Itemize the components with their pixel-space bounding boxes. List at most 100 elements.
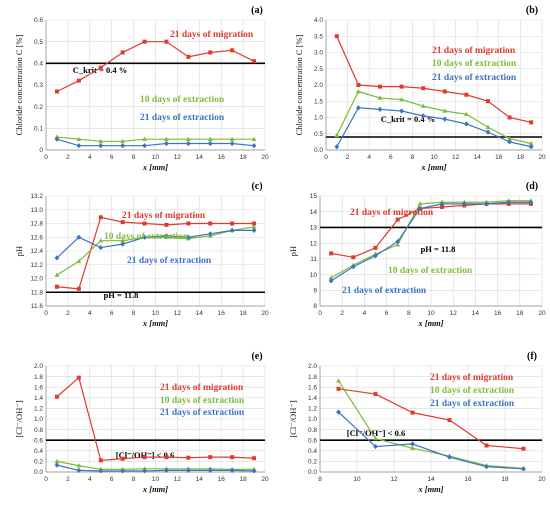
data-point xyxy=(486,99,490,104)
series-label: 21 days of extraction xyxy=(432,73,517,83)
y-tick-label: 0.4 xyxy=(34,448,43,455)
data-point xyxy=(336,386,341,391)
y-tick-label: 1.6 xyxy=(34,384,43,391)
y-tick-label: 3.0 xyxy=(314,50,323,57)
x-tick-label: 6 xyxy=(389,154,393,161)
y-tick-label: 0.6 xyxy=(308,437,317,444)
x-tick-label: 0 xyxy=(318,310,322,317)
data-point xyxy=(142,234,147,240)
data-point xyxy=(98,244,104,251)
data-point xyxy=(54,89,59,94)
series-label: 21 days of extraction xyxy=(140,113,225,123)
data-point xyxy=(120,50,125,55)
x-tick-label: 20 xyxy=(538,310,546,317)
data-point xyxy=(229,136,235,141)
x-tick-label: 14 xyxy=(472,310,480,317)
series-0 xyxy=(54,375,257,463)
x-tick-label: 18 xyxy=(239,476,247,483)
data-point xyxy=(76,136,82,141)
data-point xyxy=(507,139,512,145)
threshold-label: pH = 11.8 xyxy=(421,244,456,254)
x-tick-label: 12 xyxy=(452,154,460,161)
y-tick-label: 1.0 xyxy=(34,416,43,423)
data-point xyxy=(229,467,235,474)
series-line xyxy=(56,229,255,259)
data-point xyxy=(399,84,404,89)
data-point xyxy=(421,86,426,91)
data-point xyxy=(417,201,423,206)
x-tick-label: 0 xyxy=(324,154,328,161)
data-point xyxy=(356,88,361,94)
x-tick-label: 20 xyxy=(538,154,546,161)
x-tick-label: 14 xyxy=(196,310,204,317)
series-1 xyxy=(334,88,534,146)
series-2 xyxy=(54,136,257,149)
panel-letter: (c) xyxy=(251,181,262,192)
data-point xyxy=(373,245,378,250)
y-tick-label: 0.3 xyxy=(34,82,43,89)
threshold-label: [Cl⁻/OH⁻] < 0.6 xyxy=(347,428,405,438)
series-label: 21 days of migration xyxy=(350,208,434,218)
data-point xyxy=(399,108,404,114)
y-axis-label: Chloride concentration C [%] xyxy=(294,34,304,135)
x-tick-label: 2 xyxy=(340,310,344,317)
data-point xyxy=(373,253,378,259)
x-tick-label: 6 xyxy=(385,310,389,317)
data-point xyxy=(447,454,452,460)
data-point xyxy=(98,468,104,474)
data-point xyxy=(485,129,491,135)
data-point xyxy=(377,106,383,112)
data-point xyxy=(98,215,103,220)
data-point xyxy=(507,115,512,120)
x-tick-label: 12 xyxy=(174,476,182,483)
data-point xyxy=(164,140,169,147)
data-point xyxy=(98,138,104,144)
y-tick-label: 2.5 xyxy=(314,66,323,73)
x-axis-label: x [mm] xyxy=(142,162,168,172)
x-tick-label: 2 xyxy=(66,154,70,161)
series-2 xyxy=(54,462,257,474)
data-point xyxy=(230,221,235,226)
x-tick-label: 6 xyxy=(110,476,114,483)
series-label: 21 days of migration xyxy=(432,46,516,56)
x-tick-label: 2 xyxy=(346,154,350,161)
y-tick-label: 0.8 xyxy=(34,427,43,434)
y-tick-label: 0.0 xyxy=(314,147,323,154)
x-tick-label: 8 xyxy=(132,310,136,317)
data-point xyxy=(464,92,469,97)
data-point xyxy=(464,111,469,117)
data-point xyxy=(485,124,491,130)
data-point xyxy=(252,456,257,461)
y-tick-label: 0.8 xyxy=(308,427,317,434)
data-point xyxy=(351,255,356,260)
data-point xyxy=(76,78,81,83)
data-point xyxy=(528,140,534,146)
data-point xyxy=(484,443,489,448)
x-tick-label: 16 xyxy=(218,476,226,483)
data-point xyxy=(208,455,213,460)
data-point xyxy=(334,132,340,138)
data-point xyxy=(328,278,334,284)
y-tick-label: 12.8 xyxy=(30,221,43,228)
y-tick-label: 1.0 xyxy=(308,416,317,423)
data-point xyxy=(207,231,213,237)
series-2 xyxy=(336,409,526,472)
x-tick-label: 16 xyxy=(495,154,503,161)
series-label: 21 days of migration xyxy=(122,211,206,221)
data-point xyxy=(334,34,339,39)
series-line xyxy=(338,388,524,450)
data-point xyxy=(186,455,191,460)
data-point xyxy=(186,54,191,59)
series-line xyxy=(56,136,255,142)
y-tick-label: 0 xyxy=(39,147,43,154)
x-tick-label: 4 xyxy=(88,154,92,161)
data-point xyxy=(76,467,82,474)
y-tick-label: 10 xyxy=(310,272,318,279)
data-point xyxy=(410,445,415,450)
data-point xyxy=(230,455,235,460)
data-point xyxy=(399,97,404,102)
y-axis-label: Chloride concentration C [%] xyxy=(14,34,24,135)
series-label: 21 days of extraction xyxy=(127,256,212,266)
data-point xyxy=(207,467,213,474)
